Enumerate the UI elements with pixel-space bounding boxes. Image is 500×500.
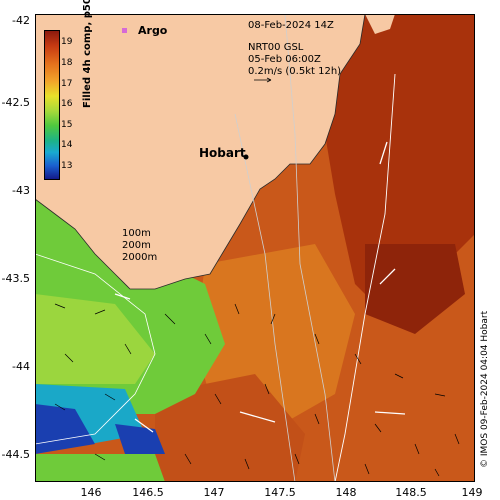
colorbar: [44, 30, 60, 180]
y-tick-label: -42.5: [1, 96, 30, 109]
ocean-south-warm: [155, 374, 305, 482]
date-label: 08-Feb-2024 14Z: [248, 20, 334, 31]
argo-marker-icon: [122, 28, 127, 33]
depth-contour-100m: [334, 73, 396, 482]
colorbar-label: 16: [61, 99, 73, 109]
x-tick-label: 148.5: [395, 486, 427, 499]
ocean-hot-eddy: [365, 244, 465, 334]
coastline: [35, 14, 366, 290]
y-tick-label: -44: [12, 360, 30, 373]
credit-text: © IMOS 09-Feb-2024 04:04 Hobart: [480, 310, 490, 468]
y-tick-label: -44.5: [1, 448, 30, 461]
depth-contour-label: 100m: [122, 228, 151, 239]
ocean-cool-patch: [35, 294, 155, 384]
depth-contour-label: 2000m: [122, 252, 158, 263]
ocean-hot-region-east: [325, 14, 475, 314]
depth-contour-2000m: [284, 14, 336, 482]
y-tick-label: -43: [12, 184, 30, 197]
colorbar-label: 18: [61, 58, 73, 68]
y-tick-label: -42: [12, 14, 30, 27]
map-plot-area: [35, 14, 475, 482]
colorbar-label: 17: [61, 79, 73, 89]
depth-contour-200m: [234, 113, 296, 482]
colorbar-label: 19: [61, 37, 73, 47]
x-tick-label: 149: [461, 486, 483, 499]
tasmania-land: [35, 14, 365, 289]
depth-contour-label: 200m: [122, 240, 151, 251]
x-tick-label: 148: [335, 486, 357, 499]
x-tick-label: 146: [80, 486, 102, 499]
x-tick-label: 146.5: [132, 486, 164, 499]
city-label-hobart: Hobart: [199, 146, 246, 160]
current-time-label: 05-Feb 06:00Z: [248, 54, 321, 65]
colorbar-label: 15: [61, 120, 73, 130]
x-tick-label: 147.5: [264, 486, 296, 499]
scale-arrow-head: [266, 77, 272, 83]
sst-map: [35, 14, 475, 482]
strong-current-arrows: [114, 141, 406, 433]
hobart-marker-icon: [243, 154, 249, 160]
colorbar-label: 13: [61, 161, 73, 171]
land-northeast: [365, 14, 395, 34]
ocean-cool-southwest: [35, 454, 165, 482]
argo-label: Argo: [138, 24, 168, 37]
current-source-label: NRT00 GSL: [248, 42, 304, 53]
y-tick-label: -43.5: [1, 272, 30, 285]
current-scale-label: 0.2m/s (0.5kt 12h): [248, 66, 342, 77]
colorbar-label: 14: [61, 140, 73, 150]
depth-contour-west: [35, 253, 156, 445]
current-arrows: [54, 303, 460, 477]
colorbar-title: Filled 4h comp, p50, All Sats: [82, 0, 93, 108]
x-tick-label: 147: [203, 486, 225, 499]
